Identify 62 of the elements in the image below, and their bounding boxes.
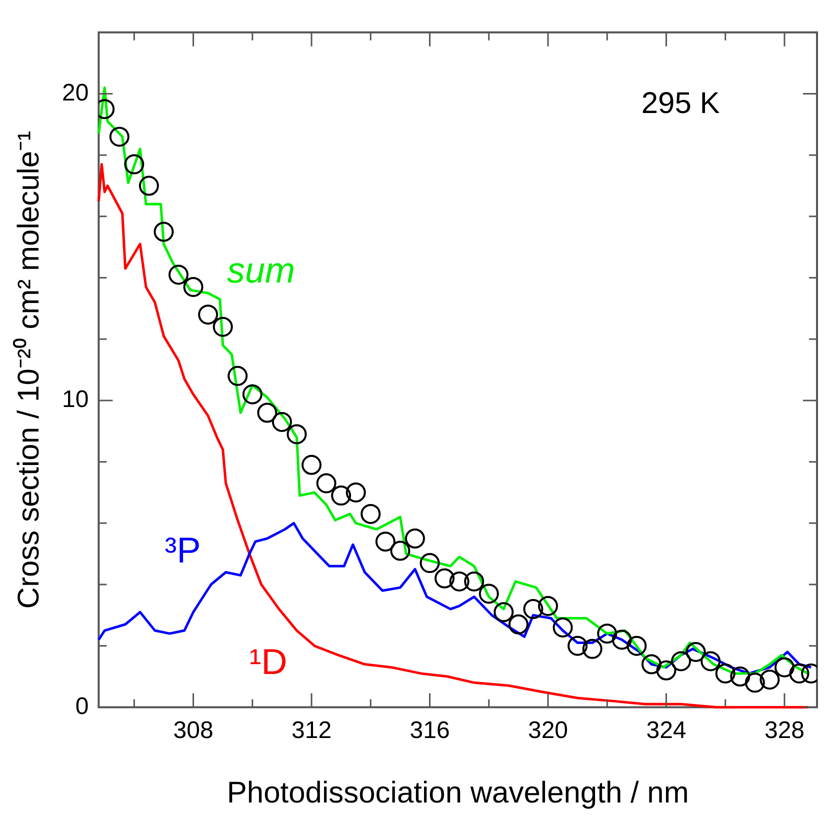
x-tick-label: 308 — [173, 717, 214, 744]
x-tick-label: 328 — [764, 717, 805, 744]
point — [686, 642, 706, 662]
point — [494, 602, 514, 622]
point — [715, 663, 736, 684]
point — [478, 584, 499, 604]
point — [198, 304, 218, 325]
y-tick-label: 20 — [62, 79, 89, 106]
point — [523, 599, 544, 620]
point — [700, 651, 721, 672]
x-tick-label: 324 — [646, 717, 686, 744]
point — [109, 126, 130, 147]
point — [449, 571, 470, 592]
point — [760, 670, 780, 690]
point — [228, 366, 248, 386]
point — [404, 528, 425, 548]
point — [582, 638, 602, 659]
x-tick-label: 316 — [410, 717, 450, 744]
point — [420, 553, 440, 574]
point — [612, 630, 632, 650]
point — [568, 636, 588, 656]
point — [626, 636, 647, 656]
point — [641, 654, 662, 674]
point — [212, 316, 233, 337]
x-tick-label: 320 — [528, 717, 568, 744]
y-tick-label: 10 — [62, 386, 89, 414]
y-tick-label: 0 — [75, 692, 89, 720]
point — [597, 624, 618, 644]
point — [789, 663, 810, 684]
annotation: 295 K — [641, 86, 720, 120]
y-axis-title: Cross section / 10⁻²⁰ cm² molecule⁻¹ — [12, 130, 46, 609]
point — [154, 222, 174, 242]
point — [671, 651, 692, 672]
point — [730, 666, 750, 687]
point — [390, 540, 410, 561]
series-label: ³P — [164, 530, 201, 571]
point — [360, 504, 381, 524]
point — [242, 384, 262, 404]
point — [331, 486, 352, 506]
series-label: ¹D — [249, 640, 288, 682]
point — [744, 672, 765, 693]
x-axis-title: Photodissociation wavelength / nm — [226, 776, 689, 810]
point — [257, 402, 278, 423]
point — [346, 482, 366, 502]
point — [774, 657, 794, 678]
point — [316, 473, 336, 494]
point — [464, 571, 484, 592]
point — [552, 617, 573, 638]
point — [656, 660, 676, 680]
point — [168, 264, 189, 285]
point — [508, 614, 528, 634]
point — [286, 424, 307, 444]
point — [375, 532, 396, 552]
series-label: sum — [227, 250, 296, 291]
point — [434, 568, 455, 588]
point — [183, 276, 204, 297]
point — [302, 454, 322, 475]
point — [138, 176, 159, 196]
point — [124, 154, 144, 174]
point — [272, 412, 292, 432]
point — [538, 596, 558, 616]
x-tick-label: 312 — [292, 717, 332, 744]
